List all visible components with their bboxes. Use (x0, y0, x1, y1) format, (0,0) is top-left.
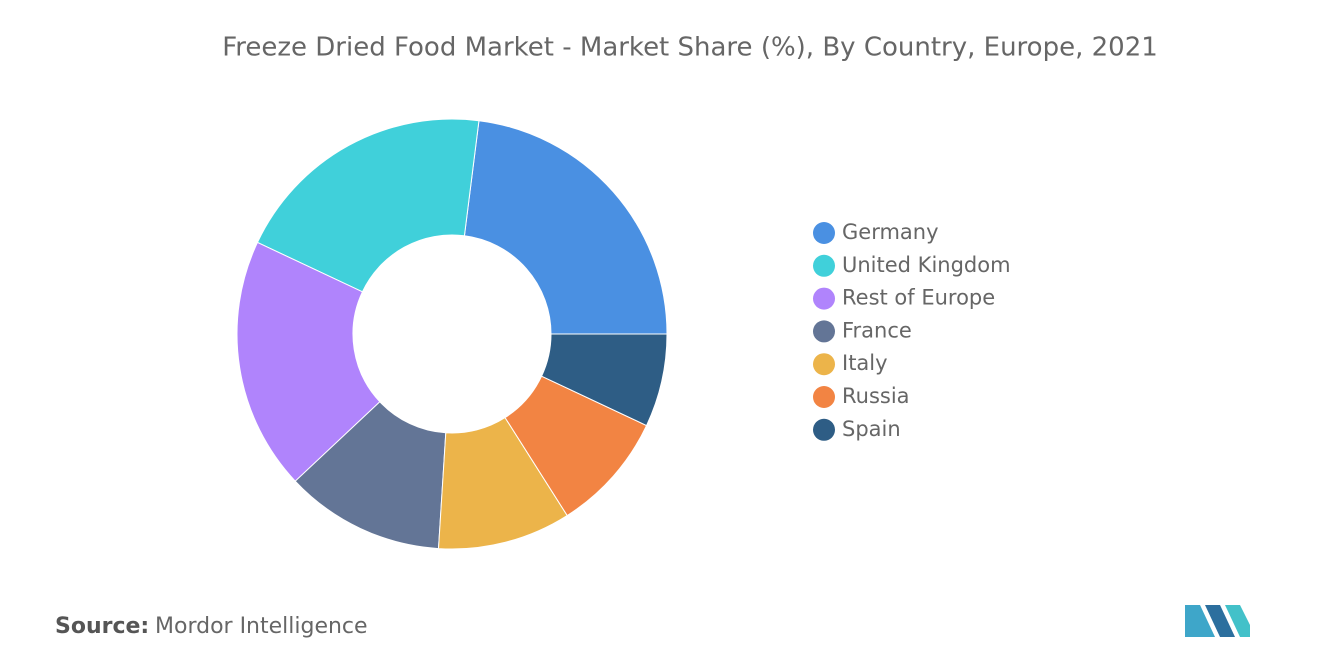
slice (236, 241, 381, 482)
logo (1185, 605, 1250, 637)
legend-marker (813, 222, 835, 244)
source-label: Source: (55, 614, 149, 639)
slice (463, 120, 668, 335)
slice (540, 333, 668, 427)
legend-label: Germany (842, 220, 939, 244)
legend-marker (813, 287, 835, 310)
legend-marker (813, 353, 835, 376)
source: Mordor Intelligence (155, 614, 368, 639)
legend-label: Rest of Europe (842, 286, 995, 310)
slice (256, 118, 480, 293)
legend-marker (813, 386, 835, 408)
legend-marker (813, 254, 835, 277)
legend-marker (813, 418, 835, 441)
legend-label: France (842, 318, 912, 342)
legend-label: Italy (842, 351, 888, 375)
legend-marker (813, 320, 835, 343)
chart-title: Freeze Dried Food Market - Market Share … (222, 33, 1158, 63)
legend-label: Spain (842, 417, 901, 441)
legend-label: Russia (842, 384, 910, 408)
legend-label: United Kingdom (842, 253, 1011, 277)
